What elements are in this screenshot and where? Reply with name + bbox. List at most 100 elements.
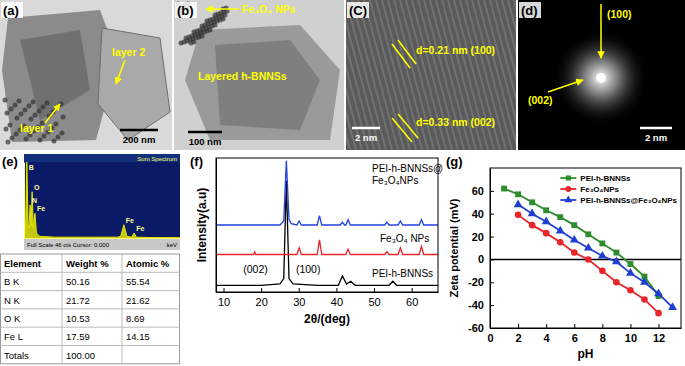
panel-label: (f) [190,154,203,169]
data-point [613,279,620,286]
table-cell: O K [4,313,21,324]
axis [24,163,25,239]
lattice-fringe [346,0,386,150]
image-background [174,0,344,150]
table-header: Weight % [66,258,109,269]
nanoparticle [52,139,57,144]
plot-frame [216,158,438,292]
tick-mark [224,288,225,292]
image-annotation: Layered h-BNNSs [198,70,287,82]
tick-label: 50 [368,296,380,308]
arrow [116,60,125,84]
plot-area [24,162,180,238]
spectrum-footer [24,238,180,250]
tick: 40 [472,208,494,220]
tick-mark [490,328,494,329]
tick-label: 0 [478,253,484,265]
data-point [585,231,591,237]
label-background [347,2,369,18]
tick-label: 6 [572,332,578,344]
scale-bar-label: 100 nm [189,136,222,147]
series-line [518,215,658,313]
micrograph [346,0,516,150]
scale-bar [120,129,158,132]
table-cell: 14.15 [126,331,150,342]
tick-mark [630,324,631,328]
panel-label: (b) [177,3,194,18]
nanoparticle [24,137,29,142]
tick-mark [518,324,519,328]
series-label: Fe₃O₄ NPs [380,233,429,244]
legend-marker [564,196,572,203]
axis [216,159,217,293]
label-line: Fe₃O₄NPs [372,175,419,186]
nanoparticle [23,108,28,113]
tick-label: 20 [472,231,484,243]
tick: 6 [572,324,578,344]
data-point [543,230,550,237]
tick: 60 [472,185,494,197]
axis [25,238,181,239]
data-point [529,199,535,205]
panel-label: (C) [349,3,367,18]
axis-title: pH [578,347,594,361]
tick: 50 [368,288,380,308]
tick: 20 [256,288,268,308]
tick: -40 [468,299,494,311]
plot-background [24,162,180,238]
fringe-marker [398,40,416,64]
nanoparticle [221,17,226,22]
data-point [529,222,536,229]
spectrum-area [24,162,180,238]
data-point [598,251,607,259]
tick-label: 2 [516,332,522,344]
tick-label: -40 [468,299,484,311]
nanoparticle [5,111,10,116]
nanoparticle [4,127,9,132]
image-annotation: (002) [528,94,553,106]
peak-label: (002) [243,263,268,275]
table-cell: 10.53 [66,313,90,324]
legend-marker [565,186,571,192]
table-cell: Totals [4,350,29,361]
legend: PEI-h-BNNSsFe₃O₄NPsPEI-h-BNNSs@Fe₃O₄NPs [560,174,677,205]
tick-mark [546,324,547,328]
data-point [514,199,523,207]
tick-mark [490,191,494,192]
nanoparticle [200,34,205,39]
table-cell: N K [4,295,21,306]
tick-label: 12 [653,332,665,344]
tick: 10 [218,288,230,308]
nanoparticle [192,40,197,45]
tick: 60 [406,288,418,308]
table-cell: 55.54 [126,276,150,287]
table-header: Element [4,258,42,269]
data-point [515,212,522,219]
data-point [641,296,648,303]
data-point [612,257,621,265]
peak-label: Fe [136,225,144,232]
tick-label: -60 [468,322,484,334]
arrow [600,4,602,58]
image-annotation: Fe₃O₄ NPs [242,3,296,15]
data-point [668,302,677,310]
data-point [556,226,565,234]
tick: 4 [544,324,551,344]
scale-bar-label: 2 nm [645,132,667,143]
spectrum-header [24,154,180,162]
data-point [571,249,578,256]
label-background [1,2,23,18]
plot-frame [490,168,681,328]
axis-title: keV [167,242,177,248]
series-label: PEI-h-BNNSs@Fe₃O₄NPs [372,163,443,186]
label-line: PEI-h-BNNSs@ [372,163,443,174]
figure: layer 2layer 1200 nm(a)Fe₃O₄ NPsLayered … [0,0,685,366]
axis-title: Zeta potential (mV) [448,198,460,297]
tick-label: 0 [487,332,493,344]
nanoparticle [45,101,50,106]
diffraction-center [596,73,606,83]
data-point [584,243,593,251]
fringe-marker [398,114,418,138]
table-rule [1,308,180,309]
tick-mark [336,288,337,292]
